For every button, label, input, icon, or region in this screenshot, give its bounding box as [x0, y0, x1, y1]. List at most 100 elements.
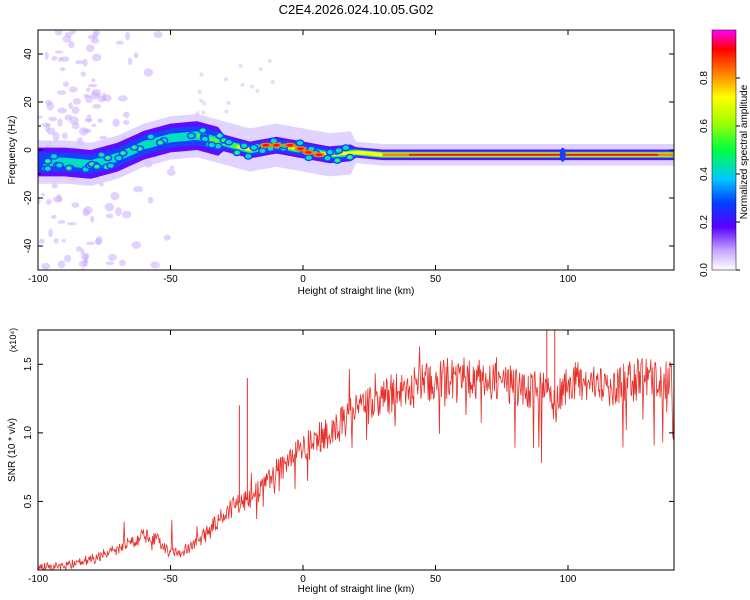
spectrogram-noise-blob [48, 116, 58, 122]
spectrogram-noise-blob [121, 210, 132, 219]
spectrogram-blob-core [241, 143, 248, 149]
spectrogram-xlabel: Height of straight line (km) [298, 286, 415, 297]
spectrogram-blob-core [335, 148, 342, 153]
spectrogram-ytick-label: -40 [23, 238, 34, 253]
spectrogram-noise-blob [86, 114, 92, 123]
spectrogram-noise-blob [57, 260, 66, 269]
spectrogram-noise-blob [223, 77, 228, 82]
spectrogram-noise-blob [163, 234, 171, 241]
spectrogram-noise-blob [94, 238, 101, 246]
spectrogram-noise-blob [61, 132, 68, 140]
spectrogram-noise-blob [85, 95, 93, 104]
spectrogram-noise-blob [97, 95, 106, 103]
spectrogram-blob-hot [218, 134, 222, 137]
spectrogram-noise-blob [82, 58, 88, 67]
spectrogram-blob-hot [348, 156, 352, 159]
spectrogram-noise-blob [51, 56, 58, 61]
spectrogram-noise-blob [82, 208, 90, 217]
spectrogram-noise-blob [80, 71, 87, 77]
spectrogram-noise-blob [64, 31, 73, 38]
spectrogram-noise-blob [62, 35, 72, 43]
spectrogram-noise-blob [41, 122, 52, 127]
spectrogram-blob-hot [67, 166, 71, 170]
spectrogram-bulge [559, 147, 566, 162]
spectrogram-noise-blob [226, 100, 231, 105]
spectrogram-hotspot-core [304, 151, 312, 154]
snr-ytick-label: 1.5 [23, 357, 34, 371]
spectrogram-noise-blob [166, 168, 176, 176]
spectrogram-noise-blob [255, 88, 260, 93]
snr-frame [37, 329, 675, 571]
spectrogram-blob-core [327, 150, 334, 155]
spectrogram-noise-blob [125, 31, 131, 41]
spectrogram-noise-blob [105, 261, 115, 266]
spectrogram-noise-blob [57, 118, 63, 127]
spectrogram-ytick-label: -20 [23, 190, 34, 205]
spectrogram-noise-blob [54, 50, 64, 54]
spectrogram-noise-blob [80, 267, 86, 270]
spectrogram-noise-blob [238, 63, 243, 68]
spectrogram-noise-blob [72, 98, 82, 105]
spectrogram-noise-blob [69, 86, 78, 93]
spectrogram-noise-blob [97, 118, 103, 123]
spectrogram-noise-blob [81, 128, 92, 134]
spectrogram-band-red [409, 153, 659, 156]
spectrogram-blob-hot [106, 156, 110, 160]
spectrogram-xtick-label: -50 [163, 274, 178, 285]
colorbar-label: Normalized spectral amplitude [739, 84, 750, 219]
spectrogram-noise-blob [240, 82, 245, 87]
spectrogram-blob-core [147, 134, 154, 139]
spectrogram-blob-core [107, 163, 114, 168]
spectrogram-noise-blob [202, 101, 207, 106]
snr-ylabel: SNR (10 * v/v) [7, 418, 18, 482]
spectrogram-noise-blob [169, 165, 175, 170]
spectrogram-blob-core [305, 155, 312, 160]
colorbar: 0.0 0.2 0.4 0.6 0.8 Normalized spectral ampl… [699, 29, 750, 277]
spectrogram-blob-hot [235, 151, 239, 154]
spectrogram-blob-core [296, 140, 303, 146]
spectrogram-hotspot-core [315, 153, 323, 157]
spectrogram-blob-hot [335, 159, 339, 162]
snr-ytick-label: 0.5 [23, 494, 34, 508]
spectrogram-blob-core [98, 152, 105, 158]
spectrogram-noise-blob [44, 51, 49, 60]
spectrogram-noise-blob [45, 99, 52, 106]
snr-xtick-label: -100 [28, 574, 48, 585]
spectrogram-noise-blob [57, 220, 66, 224]
spectrogram-noise-blob [71, 106, 80, 115]
spectrogram-noise-blob [123, 111, 130, 118]
spectrogram-noise-blob [103, 94, 112, 102]
spectrogram-noise-blob [267, 58, 272, 63]
spectrogram-noise-blob [75, 246, 82, 252]
spectrogram-noise-blob [51, 214, 57, 219]
spectrogram-noise-blob [80, 248, 85, 256]
spectrogram-noise-blob [51, 183, 58, 189]
spectrogram-noise-blob [92, 103, 102, 109]
spectrogram-blob-hot [90, 163, 94, 166]
spectrogram-blob-hot [46, 159, 50, 163]
spectrogram-noise-blob [250, 84, 255, 89]
colorbar-tick-label: 0.6 [699, 119, 710, 133]
spectrogram-blob-core [215, 144, 222, 149]
snr-xtick-label: 100 [560, 574, 577, 585]
spectrogram-noise-blob [224, 109, 229, 114]
spectrogram-noise-blob [110, 191, 120, 201]
snr-xtick-label: -50 [163, 574, 178, 585]
spectrogram-noise-blob [86, 87, 91, 93]
spectrogram-xtick-label: 50 [430, 274, 442, 285]
spectrogram-blob-hot [121, 151, 125, 155]
spectrogram-xtick-label: -100 [28, 274, 48, 285]
snr-ytick-label: 1.0 [23, 425, 34, 439]
spectrogram-noise-blob [91, 78, 96, 83]
spectrogram-noise-blob [150, 261, 160, 269]
spectrogram-blob-core [50, 154, 57, 159]
spectrogram-ylabel: Frequency (Hz) [7, 116, 18, 185]
spectrogram-hotspot-core [296, 147, 304, 151]
spectrogram-noise-blob [56, 90, 67, 95]
spectrogram-noise-blob [91, 123, 97, 128]
spectrogram-blob-core [342, 145, 349, 150]
spectrogram-hotspot-core [262, 143, 270, 147]
spectrogram-blob-core [324, 155, 331, 161]
spectrogram-blob-core [201, 136, 208, 142]
